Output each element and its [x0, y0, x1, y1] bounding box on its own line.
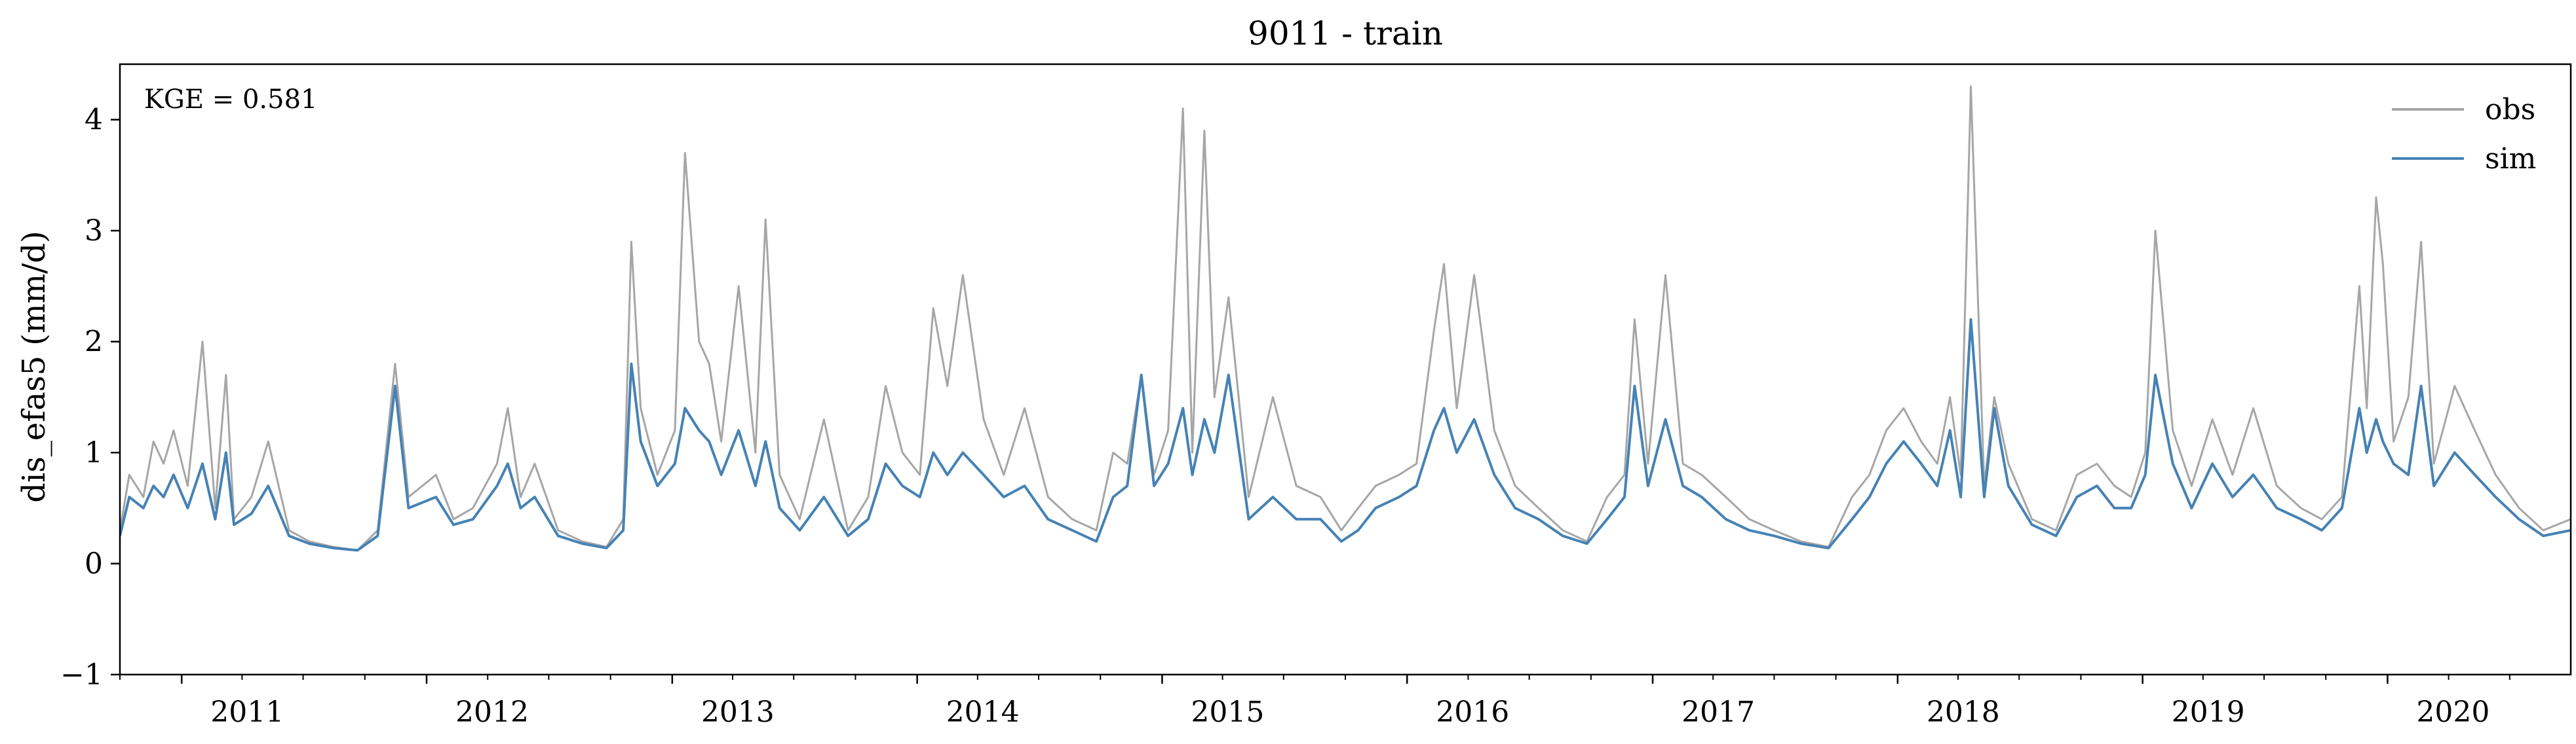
- series-line-sim: [120, 318, 2571, 552]
- y-tick-label: 1: [85, 436, 103, 470]
- x-tick-label: 2015: [1191, 696, 1264, 729]
- x-tick-label: 2020: [2416, 696, 2489, 729]
- x-tick-label: 2019: [2172, 696, 2245, 729]
- y-tick-label: 3: [85, 214, 103, 248]
- y-axis-label: dis_efas5 (mm/d): [16, 231, 52, 502]
- x-tick-label: 2012: [455, 696, 529, 729]
- x-tick-label: 2016: [1436, 696, 1509, 729]
- x-tick-label: 2014: [946, 696, 1020, 729]
- series-line-obs: [120, 85, 2571, 551]
- x-tick-label: 2011: [210, 696, 284, 729]
- x-tick-label: 2018: [1927, 696, 2000, 729]
- legend-label-sim: sim: [2485, 142, 2536, 176]
- y-tick-label: 0: [85, 548, 103, 581]
- y-tick-label: 2: [85, 326, 103, 359]
- legend-label-obs: obs: [2485, 93, 2535, 126]
- y-tick-label: −1: [60, 658, 103, 692]
- ticks-layer: −1 0 1 2 3 4 2011 2012 2013 2014 2015 2016 2017 2018 2…: [60, 103, 2510, 729]
- y-tick-label: 4: [85, 103, 103, 137]
- legend: obs sim: [2392, 93, 2536, 176]
- x-tick-label: 2017: [1682, 696, 1755, 729]
- series-layer: [120, 85, 2571, 552]
- plot-frame: [119, 63, 2572, 676]
- chart-title: 9011 - train: [1248, 14, 1443, 52]
- kge-annotation: KGE = 0.581: [144, 84, 318, 115]
- x-tick-label: 2013: [701, 696, 775, 729]
